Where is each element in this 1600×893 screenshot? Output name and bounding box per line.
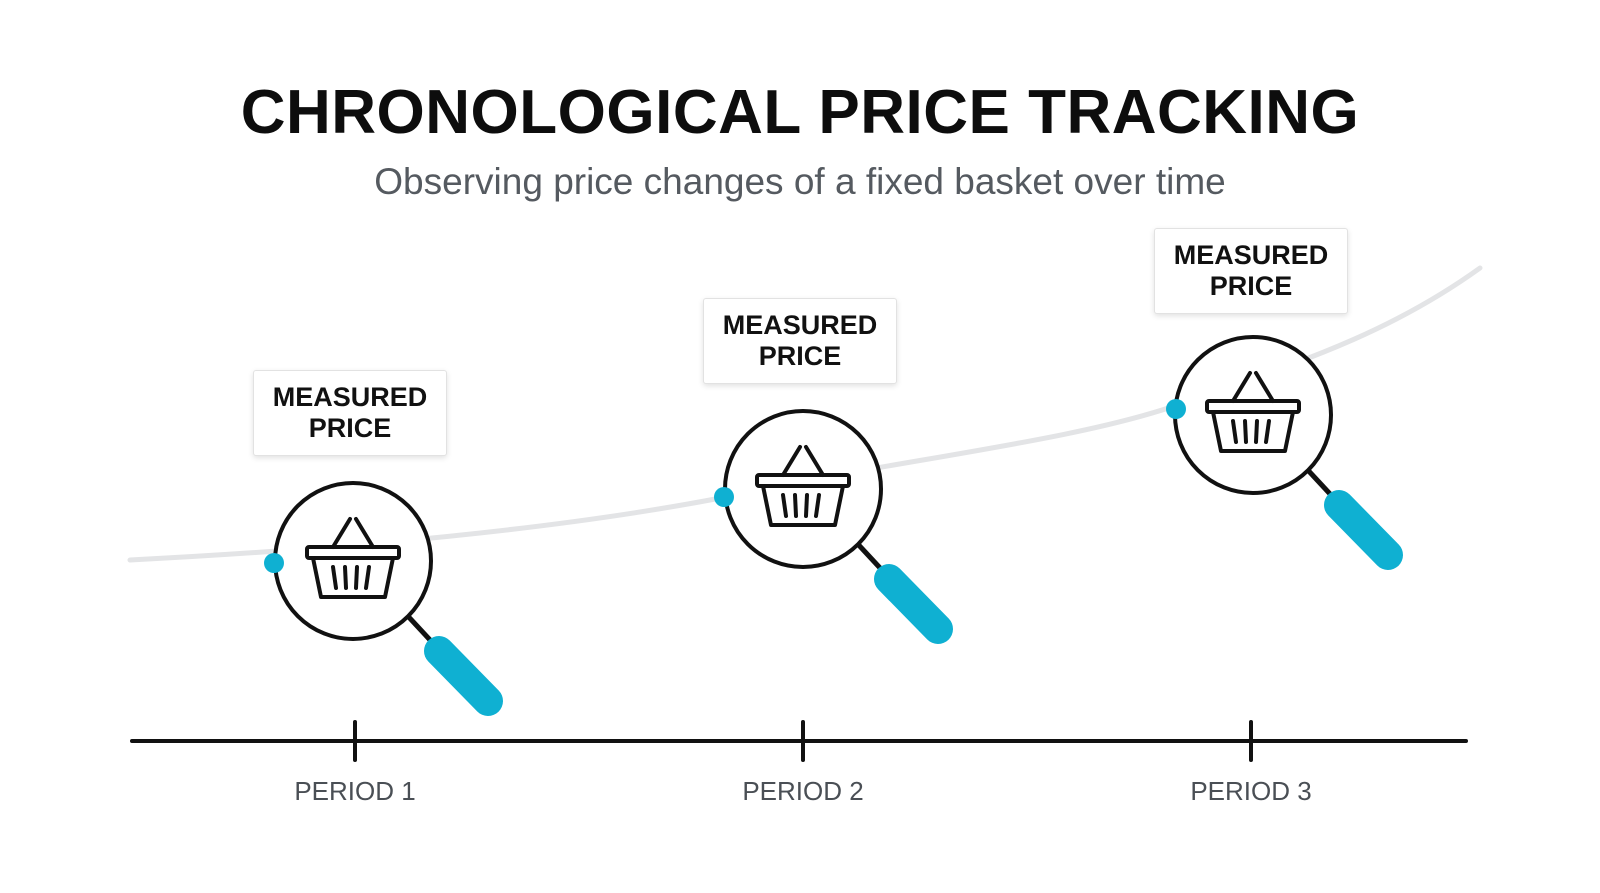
measured-price-label: MEASURED PRICE (1154, 228, 1348, 314)
data-point (1166, 399, 1186, 419)
magnifier-icon (1173, 335, 1403, 570)
period-label: PERIOD 3 (1190, 776, 1312, 806)
measured-price-label: MEASURED PRICE (703, 298, 897, 384)
measured-price-text: MEASURED PRICE (722, 310, 878, 371)
page-subtitle: Observing price changes of a fixed baske… (374, 161, 1226, 202)
data-point (714, 487, 734, 507)
period-label: PERIOD 1 (294, 776, 416, 806)
measured-price-text: MEASURED PRICE (1173, 240, 1329, 301)
page-title: CHRONOLOGICAL PRICE TRACKING (240, 78, 1360, 147)
basket-icon (1205, 371, 1301, 453)
data-point (264, 553, 284, 573)
measured-price-text: MEASURED PRICE (272, 382, 428, 443)
basket-icon (755, 445, 851, 527)
period-label: PERIOD 2 (742, 776, 864, 806)
magnifier-icon (273, 481, 503, 716)
magnifier-icon (723, 409, 953, 644)
basket-icon (305, 517, 401, 599)
measured-price-label: MEASURED PRICE (253, 370, 447, 456)
